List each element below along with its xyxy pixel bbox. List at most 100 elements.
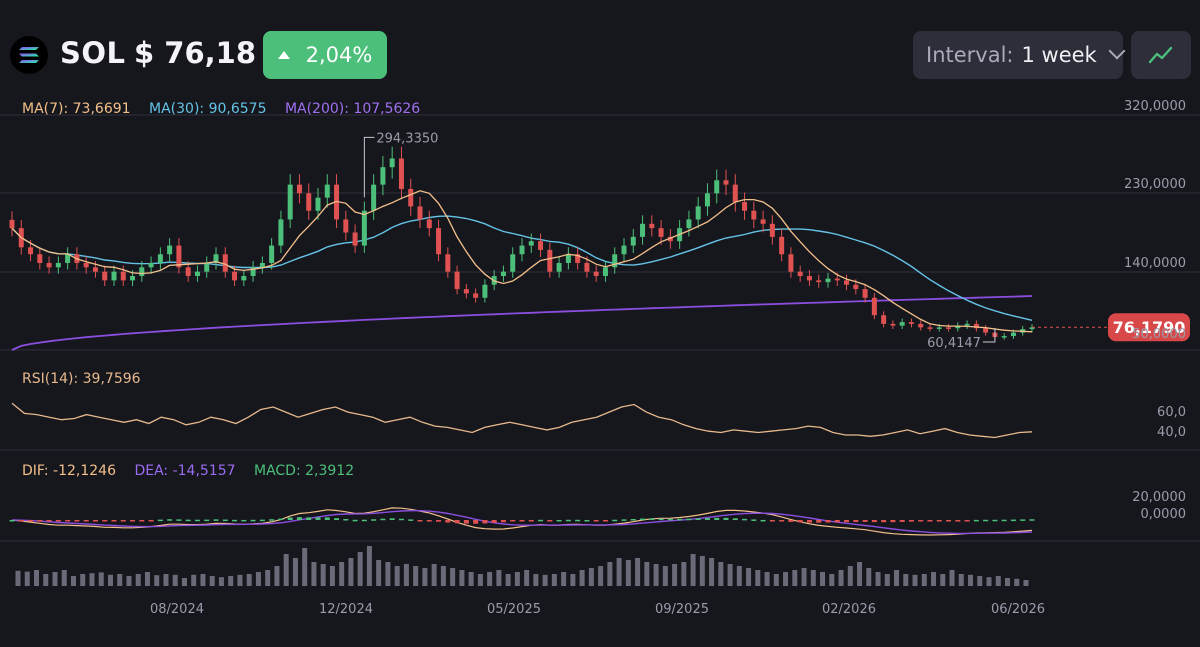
volume-bar xyxy=(792,570,798,586)
volume-bars xyxy=(15,546,1029,586)
chart-type-button[interactable] xyxy=(1131,31,1191,79)
volume-bar xyxy=(588,568,594,586)
candle-body xyxy=(426,219,432,229)
volume-bar xyxy=(61,570,67,586)
candle-body xyxy=(343,219,349,233)
volume-bar xyxy=(838,570,844,586)
macd-bar xyxy=(37,520,43,522)
candle-body xyxy=(556,262,562,272)
volume-bar xyxy=(524,570,530,586)
volume-bar xyxy=(635,558,641,586)
candle-body xyxy=(936,327,942,329)
volume-bar xyxy=(228,576,234,586)
volume-bar xyxy=(191,574,197,586)
low-marker xyxy=(982,328,996,343)
candle-body xyxy=(519,245,525,255)
candle-body xyxy=(575,254,581,263)
macd-bar xyxy=(102,520,108,522)
macd-bar xyxy=(491,520,497,523)
ma200-line xyxy=(11,295,1033,351)
candle-body xyxy=(565,254,571,263)
volume-bar xyxy=(875,572,881,586)
candle-body xyxy=(148,262,154,268)
macd-bar xyxy=(575,519,581,522)
volume-bar xyxy=(450,568,456,586)
macd-bar xyxy=(130,520,136,522)
volume-bar xyxy=(200,574,206,586)
volume-bar xyxy=(857,562,863,586)
candle-body xyxy=(102,271,108,281)
annotations: 294,3350 60,4147 76,1790 xyxy=(363,131,1190,351)
volume-bar xyxy=(385,562,391,586)
candle-body xyxy=(111,271,117,281)
candle-body xyxy=(723,180,729,185)
rsi-axis-label: 60,0 xyxy=(1157,405,1186,420)
macd-bar xyxy=(204,519,210,522)
volume-bar xyxy=(394,566,400,586)
x-axis-label: 05/2025 xyxy=(487,602,541,617)
candle-body xyxy=(788,254,794,272)
volume-bar xyxy=(755,570,761,586)
candle-body xyxy=(816,280,822,283)
macd-bar xyxy=(287,517,293,520)
rsi-legend: RSI(14): 39,7596 xyxy=(22,371,141,387)
volume-bar xyxy=(801,568,807,586)
macd-bar xyxy=(964,520,970,522)
macd-bar xyxy=(417,520,423,522)
macd-bar xyxy=(436,520,442,522)
volume-bar xyxy=(995,576,1001,586)
candle-body xyxy=(204,262,210,272)
macd-bar xyxy=(28,520,34,522)
volume-bar xyxy=(144,572,150,586)
ma200-path xyxy=(11,295,1033,351)
volume-bar xyxy=(283,554,289,586)
volume-bar xyxy=(968,574,974,586)
macd-bar xyxy=(324,517,330,520)
candle-body xyxy=(120,271,126,281)
macd-bar xyxy=(751,519,757,521)
interval-value: 1 week xyxy=(1021,43,1097,67)
macd-bar xyxy=(853,520,859,522)
price-axis-label: 50,0000 xyxy=(1132,327,1186,342)
macd-bar xyxy=(946,520,952,522)
macd-bar xyxy=(973,519,979,522)
dif-path xyxy=(11,507,1033,536)
volume-bar xyxy=(847,566,853,586)
macd-bar xyxy=(955,520,961,522)
candle-body xyxy=(602,267,608,277)
macd-bar xyxy=(18,520,24,522)
volume-bar xyxy=(117,574,123,586)
dif-value: DIF: -12,1246 xyxy=(22,463,116,479)
candle-body xyxy=(742,202,748,211)
macd-bar xyxy=(482,520,488,524)
macd-bar xyxy=(352,519,358,522)
macd-bar xyxy=(899,520,905,522)
macd-bar xyxy=(389,518,395,520)
volume-bar xyxy=(107,574,113,586)
x-axis-label: 02/2026 xyxy=(822,602,876,617)
candle-body xyxy=(612,254,618,268)
volume-bar xyxy=(690,554,696,586)
macd-bar xyxy=(445,520,451,523)
candle-body xyxy=(760,219,766,224)
volume-bar xyxy=(718,562,724,586)
volume-bar xyxy=(773,574,779,586)
macd-bar xyxy=(658,518,664,521)
volume-bar xyxy=(570,574,576,586)
candle-body xyxy=(593,271,599,277)
macd-bar xyxy=(992,519,998,522)
candle-body xyxy=(408,188,414,207)
volume-bar xyxy=(894,570,900,586)
interval-dropdown[interactable]: Interval: 1 week xyxy=(913,31,1126,79)
macd-bar xyxy=(621,519,627,521)
candle-body xyxy=(769,223,775,237)
macd-bar xyxy=(500,520,506,523)
macd-bar xyxy=(797,520,803,523)
macd-bar xyxy=(714,517,720,520)
macd-bar xyxy=(185,519,191,522)
macd-bar xyxy=(222,519,228,522)
macd-bar xyxy=(1010,519,1016,522)
candle-body xyxy=(417,206,423,220)
macd-bar xyxy=(640,518,646,521)
